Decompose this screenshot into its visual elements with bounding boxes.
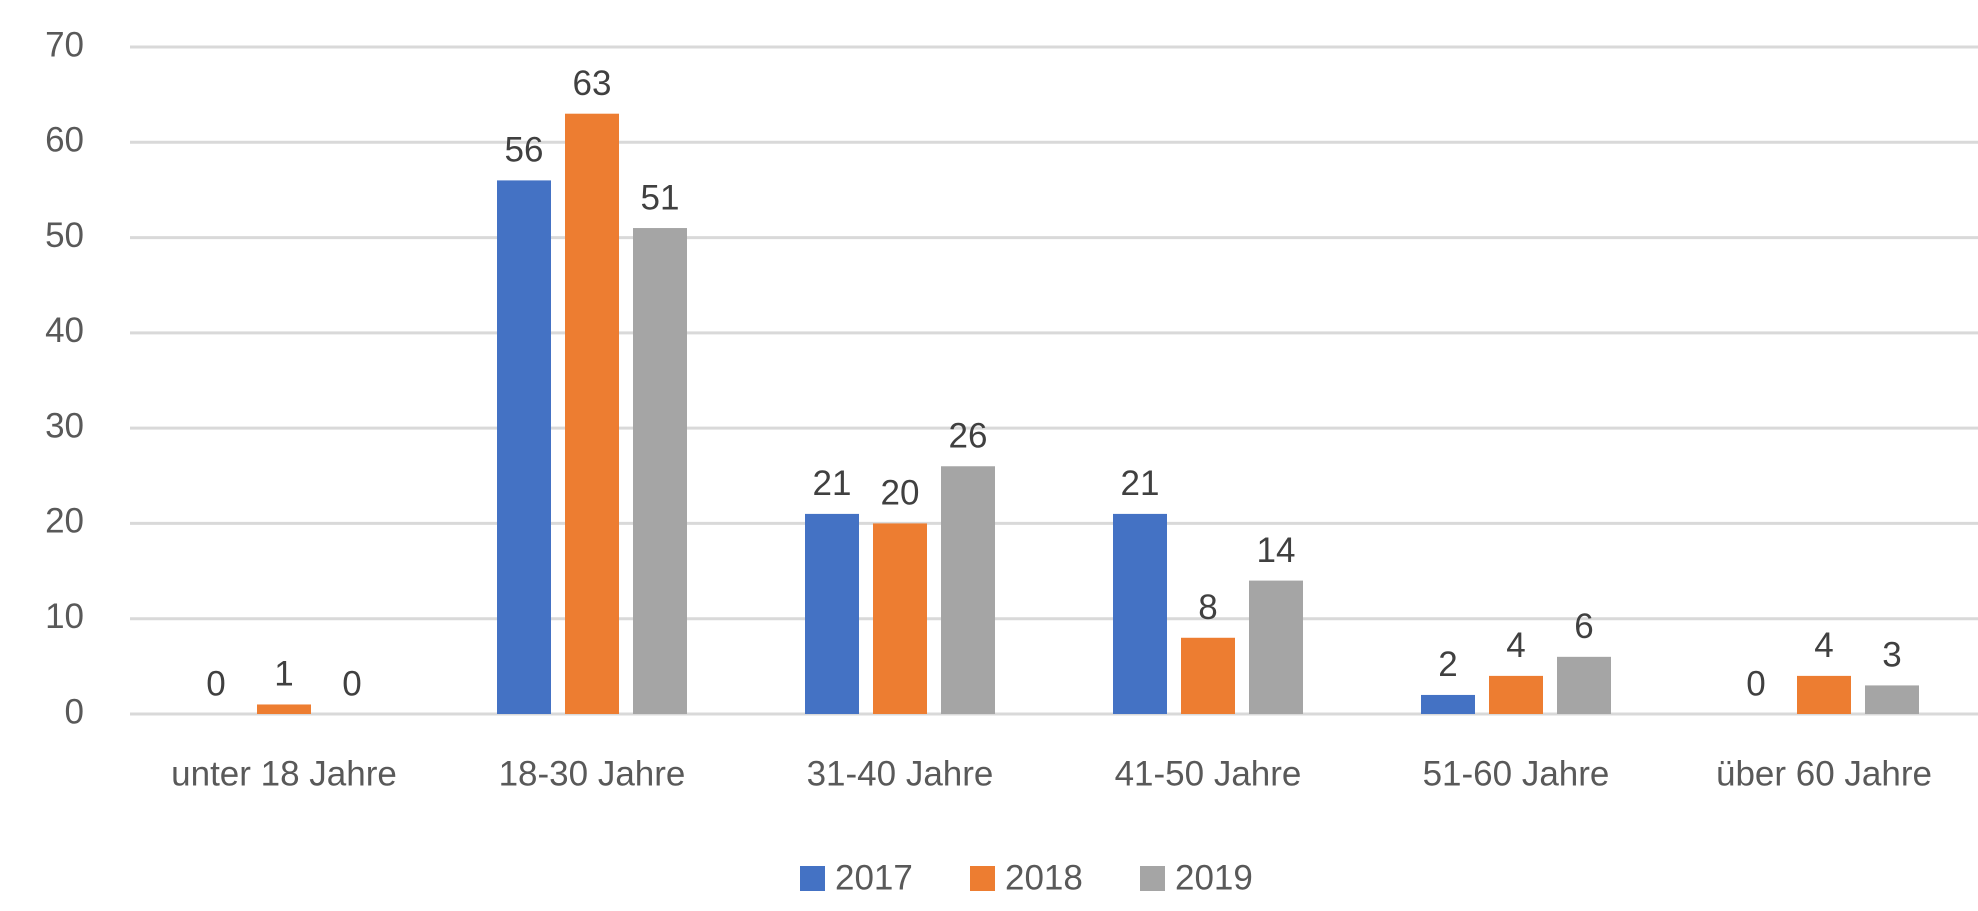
legend-label: 2018 — [1005, 858, 1083, 897]
bar — [873, 523, 927, 714]
bar — [805, 513, 859, 714]
data-label: 0 — [206, 664, 225, 703]
y-tick-label: 50 — [45, 216, 84, 255]
x-tick-label: 51-60 Jahre — [1423, 754, 1610, 793]
data-label: 14 — [1257, 531, 1296, 570]
data-label: 0 — [1746, 664, 1765, 703]
y-tick-label: 70 — [45, 25, 84, 64]
x-tick-label: 41-50 Jahre — [1115, 754, 1302, 793]
x-tick-label: 31-40 Jahre — [807, 754, 994, 793]
y-tick-label: 20 — [45, 502, 84, 541]
y-tick-label: 40 — [45, 311, 84, 350]
y-tick-label: 0 — [65, 692, 84, 731]
legend-label: 2019 — [1175, 858, 1253, 897]
data-label: 20 — [881, 474, 920, 513]
bar — [1797, 675, 1851, 714]
legend-swatch — [800, 866, 825, 891]
data-label: 63 — [573, 64, 612, 103]
bar — [1489, 675, 1543, 714]
data-label: 3 — [1882, 636, 1901, 675]
data-label: 1 — [274, 655, 293, 694]
bar — [497, 180, 551, 714]
y-tick-label: 30 — [45, 406, 84, 445]
legend-swatch — [1140, 866, 1165, 891]
bar — [257, 704, 311, 714]
data-label: 0 — [342, 664, 361, 703]
data-label: 2 — [1438, 645, 1457, 684]
bar — [1557, 656, 1611, 714]
data-label: 4 — [1814, 626, 1833, 665]
x-tick-label: 18-30 Jahre — [499, 754, 686, 793]
y-tick-label: 10 — [45, 597, 84, 636]
data-label: 26 — [949, 417, 988, 456]
data-label: 8 — [1198, 588, 1217, 627]
x-tick-label: über 60 Jahre — [1716, 754, 1932, 793]
bar — [1865, 685, 1919, 714]
y-tick-label: 60 — [45, 121, 84, 160]
bar — [633, 228, 687, 715]
data-label: 6 — [1574, 607, 1593, 646]
legend-label: 2017 — [835, 858, 913, 897]
data-label: 56 — [505, 131, 544, 170]
bar — [1249, 580, 1303, 714]
data-label: 4 — [1506, 626, 1525, 665]
bar — [941, 466, 995, 714]
data-label: 51 — [641, 178, 680, 217]
bar — [565, 113, 619, 714]
data-label: 21 — [1121, 464, 1160, 503]
legend-swatch — [970, 866, 995, 891]
data-label: 21 — [813, 464, 852, 503]
bar — [1181, 637, 1235, 714]
x-tick-label: unter 18 Jahre — [171, 754, 397, 793]
bar — [1421, 694, 1475, 714]
bar — [1113, 513, 1167, 714]
